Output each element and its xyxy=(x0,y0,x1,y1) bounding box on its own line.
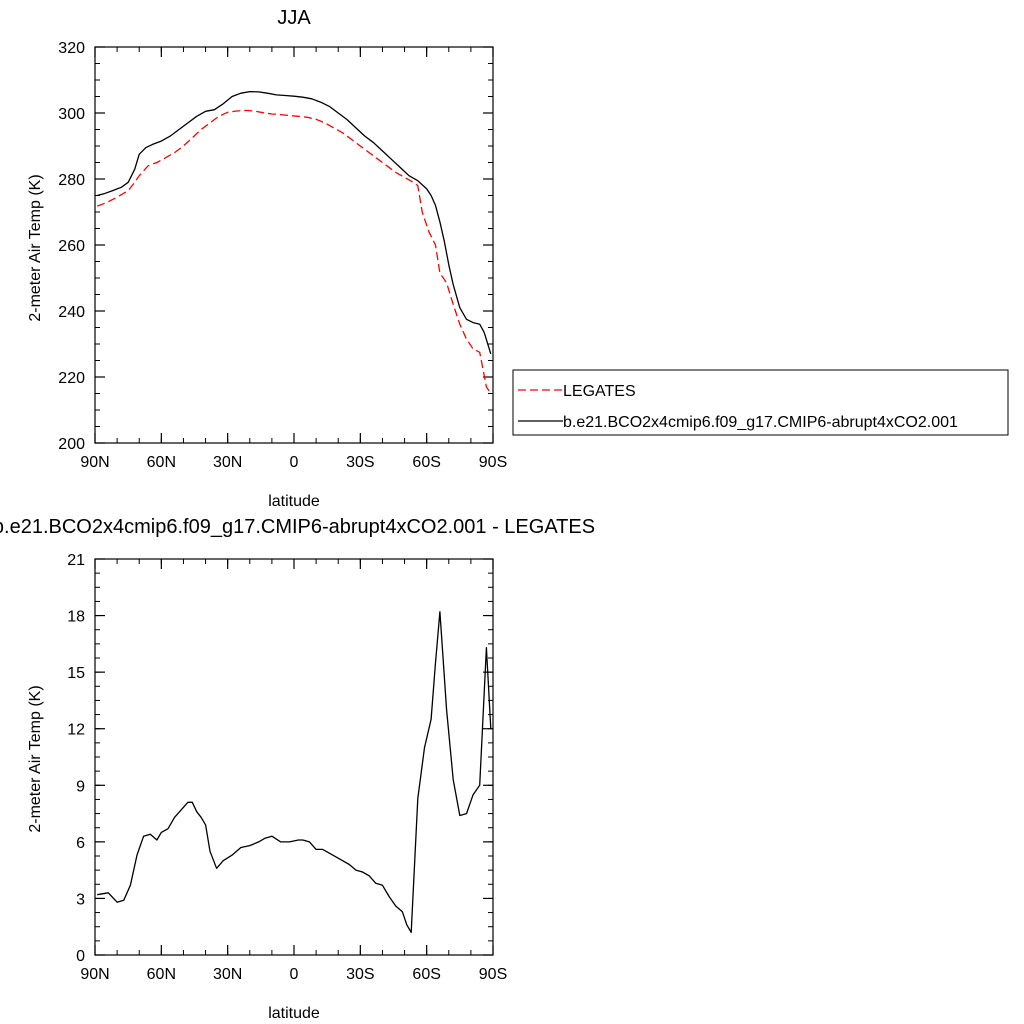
bottom-series-line-difference xyxy=(97,611,492,934)
bottom-y-axis-label: 2-meter Air Temp (K) xyxy=(27,685,44,832)
legend: LEGATES b.e21.BCO2x4cmip6.f09_g17.CMIP6-… xyxy=(512,369,1009,436)
top-y-axis-label: 2-meter Air Temp (K) xyxy=(27,174,44,321)
top-axes: 90N 60N 30N 0 30S 60S 90S 200 220 240 260 280 300 320 xyxy=(58,40,507,471)
top-x-tick-label: 90N xyxy=(80,454,109,471)
bottom-x-tick-label: 60N xyxy=(147,966,176,983)
legend-model-label: b.e21.BCO2x4cmip6.f09_g17.CMIP6-abrupt4x… xyxy=(563,414,958,431)
top-y-tick-label: 200 xyxy=(58,436,85,453)
top-x-tick-label: 30N xyxy=(213,454,242,471)
bottom-x-tick-label: 90S xyxy=(479,966,507,983)
top-panel: JJA 90N 60N 30N 0 30S 60S 90S 200 220 240 260 280 30… xyxy=(27,7,507,510)
bottom-x-axis-label: latitude xyxy=(268,1005,320,1022)
bottom-y-tick-label: 12 xyxy=(67,722,85,739)
bottom-x-tick-label: 30N xyxy=(213,966,242,983)
bottom-y-tick-label: 3 xyxy=(76,891,85,908)
bottom-panel: b.e21.BCO2x4cmip6.f09_g17.CMIP6-abrupt4x… xyxy=(0,516,595,1022)
bottom-y-tick-label: 15 xyxy=(67,665,85,682)
top-plot-frame xyxy=(94,46,494,444)
top-series-line-model xyxy=(97,90,492,355)
bottom-y-tick-label: 9 xyxy=(76,778,85,795)
top-x-tick-label: 90S xyxy=(479,454,507,471)
top-plot-lines xyxy=(96,90,492,394)
bottom-y-tick-label: 6 xyxy=(76,835,85,852)
bottom-y-tick-label: 0 xyxy=(76,948,85,965)
bottom-plot-lines xyxy=(97,611,492,934)
top-series-line-legates xyxy=(96,109,492,394)
top-x-tick-label: 60N xyxy=(147,454,176,471)
bottom-axes: 90N 60N 30N 0 30S 60S 90S 0 3 6 9 12 15 18 21 xyxy=(67,552,507,983)
top-y-tick-label: 280 xyxy=(58,172,85,189)
bottom-x-tick-label: 60S xyxy=(412,966,440,983)
top-chart-title: JJA xyxy=(277,7,311,29)
bottom-x-tick-label: 30S xyxy=(346,966,374,983)
bottom-y-tick-label: 21 xyxy=(67,552,85,569)
top-y-tick-label: 320 xyxy=(58,40,85,57)
bottom-x-tick-label: 90N xyxy=(80,966,109,983)
bottom-y-tick-label: 18 xyxy=(67,609,85,626)
top-x-tick-label: 0 xyxy=(290,454,299,471)
legend-legates-label: LEGATES xyxy=(563,383,636,400)
top-x-axis-label: latitude xyxy=(268,493,320,510)
top-x-tick-label: 60S xyxy=(412,454,440,471)
top-y-tick-label: 220 xyxy=(58,370,85,387)
top-y-tick-label: 260 xyxy=(58,238,85,255)
bottom-chart-title: b.e21.BCO2x4cmip6.f09_g17.CMIP6-abrupt4x… xyxy=(0,516,595,538)
top-y-tick-label: 240 xyxy=(58,304,85,321)
top-x-tick-label: 30S xyxy=(346,454,374,471)
bottom-x-tick-label: 0 xyxy=(290,966,299,983)
bottom-plot-frame xyxy=(94,558,494,956)
top-y-tick-label: 300 xyxy=(58,106,85,123)
legend-box xyxy=(512,369,1009,436)
